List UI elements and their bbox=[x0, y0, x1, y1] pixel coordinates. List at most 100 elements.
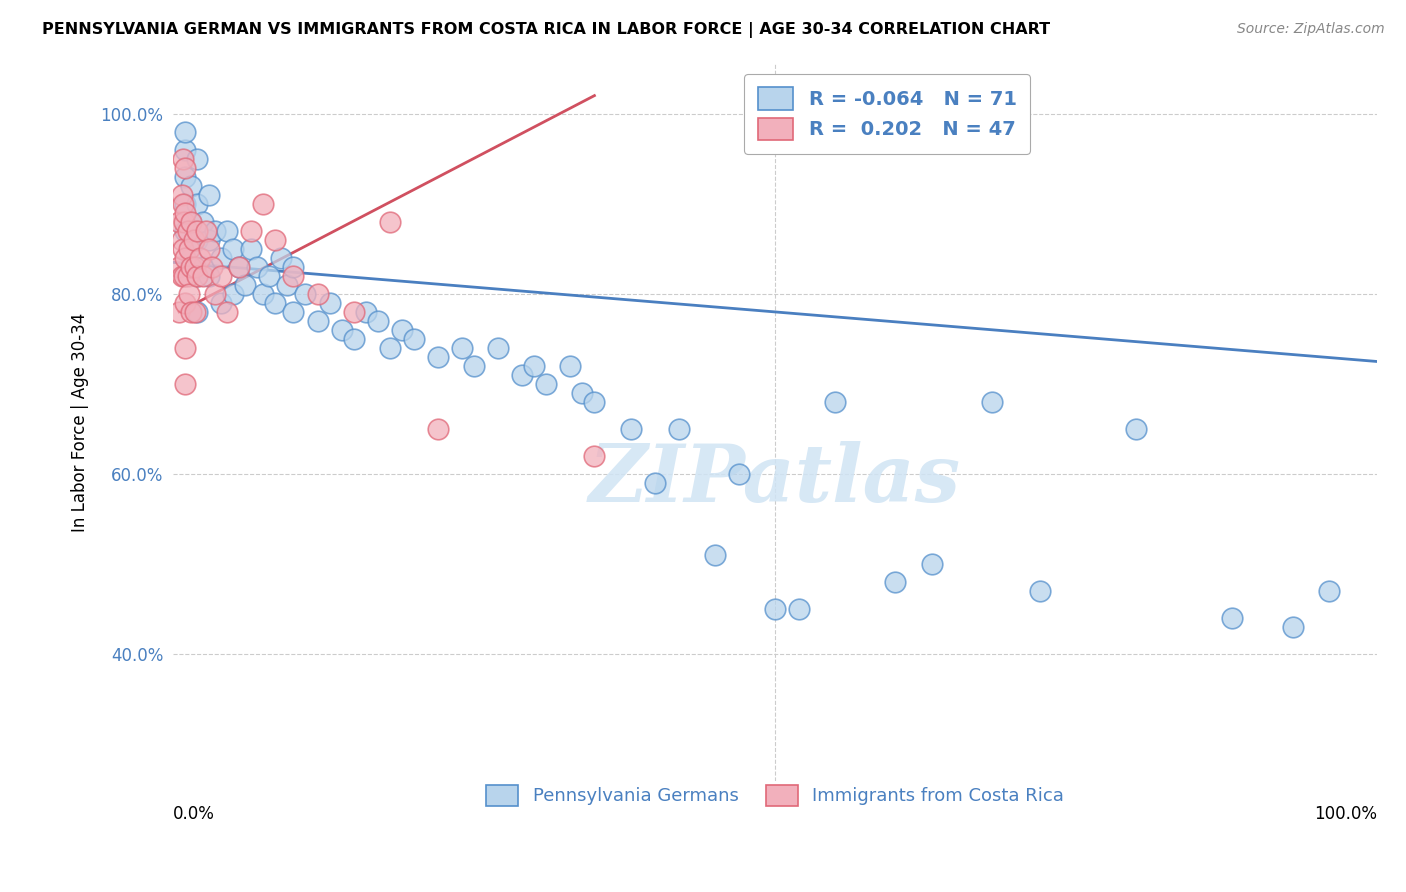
Point bbox=[222, 242, 245, 256]
Point bbox=[198, 242, 221, 256]
Point bbox=[170, 233, 193, 247]
Point bbox=[264, 233, 287, 247]
Point bbox=[186, 196, 208, 211]
Text: ZIPatlas: ZIPatlas bbox=[589, 441, 962, 518]
Point bbox=[536, 377, 558, 392]
Point bbox=[217, 305, 239, 319]
Point bbox=[240, 224, 263, 238]
Point bbox=[1222, 611, 1244, 625]
Point bbox=[426, 422, 449, 436]
Point bbox=[571, 386, 593, 401]
Point bbox=[463, 359, 485, 373]
Point bbox=[378, 215, 401, 229]
Point bbox=[180, 178, 202, 193]
Point bbox=[180, 215, 202, 229]
Point bbox=[318, 296, 340, 310]
Point bbox=[176, 224, 198, 238]
Point bbox=[283, 268, 305, 283]
Point bbox=[184, 260, 207, 274]
Point bbox=[180, 305, 202, 319]
Point bbox=[174, 143, 197, 157]
Point bbox=[619, 422, 641, 436]
Point bbox=[174, 296, 197, 310]
Point bbox=[228, 260, 250, 274]
Point bbox=[198, 268, 221, 283]
Point bbox=[252, 286, 274, 301]
Point bbox=[240, 242, 263, 256]
Point bbox=[307, 286, 329, 301]
Legend: Pennsylvania Germans, Immigrants from Costa Rica: Pennsylvania Germans, Immigrants from Co… bbox=[477, 776, 1073, 814]
Point bbox=[174, 251, 197, 265]
Point bbox=[193, 215, 215, 229]
Point bbox=[200, 260, 222, 274]
Point bbox=[426, 350, 449, 364]
Point bbox=[343, 332, 366, 346]
Point bbox=[1125, 422, 1147, 436]
Point bbox=[177, 286, 200, 301]
Point bbox=[186, 224, 208, 238]
Point bbox=[173, 215, 195, 229]
Point bbox=[270, 251, 292, 265]
Point bbox=[217, 224, 239, 238]
Point bbox=[186, 268, 208, 283]
Point bbox=[167, 260, 190, 274]
Point bbox=[728, 467, 751, 482]
Point bbox=[1029, 584, 1052, 599]
Point bbox=[180, 251, 202, 265]
Point bbox=[188, 251, 211, 265]
Point bbox=[170, 187, 193, 202]
Point bbox=[180, 215, 202, 229]
Point bbox=[173, 268, 195, 283]
Point bbox=[763, 602, 786, 616]
Point bbox=[343, 305, 366, 319]
Point bbox=[193, 260, 215, 274]
Point bbox=[703, 548, 725, 562]
Point bbox=[174, 341, 197, 355]
Point bbox=[174, 169, 197, 184]
Point bbox=[583, 395, 606, 409]
Point bbox=[193, 268, 215, 283]
Point bbox=[222, 286, 245, 301]
Point bbox=[174, 161, 197, 175]
Point bbox=[583, 449, 606, 463]
Point bbox=[186, 305, 208, 319]
Point bbox=[276, 277, 298, 292]
Point bbox=[167, 305, 190, 319]
Point bbox=[294, 286, 316, 301]
Point bbox=[283, 260, 305, 274]
Point bbox=[183, 233, 205, 247]
Point bbox=[184, 305, 207, 319]
Point bbox=[172, 196, 194, 211]
Point bbox=[252, 196, 274, 211]
Point bbox=[194, 224, 217, 238]
Point bbox=[486, 341, 509, 355]
Point bbox=[283, 305, 305, 319]
Text: 0.0%: 0.0% bbox=[173, 805, 215, 823]
Point bbox=[209, 251, 232, 265]
Point bbox=[668, 422, 690, 436]
Point bbox=[921, 558, 943, 572]
Point bbox=[172, 152, 194, 166]
Point bbox=[824, 395, 846, 409]
Point bbox=[167, 215, 190, 229]
Point bbox=[186, 268, 208, 283]
Point bbox=[367, 314, 389, 328]
Point bbox=[307, 314, 329, 328]
Point bbox=[204, 286, 226, 301]
Point bbox=[198, 233, 221, 247]
Point bbox=[172, 242, 194, 256]
Point bbox=[176, 268, 198, 283]
Point bbox=[644, 476, 666, 491]
Point bbox=[198, 187, 221, 202]
Point bbox=[174, 206, 197, 220]
Point bbox=[402, 332, 425, 346]
Point bbox=[177, 242, 200, 256]
Point bbox=[233, 277, 256, 292]
Point bbox=[560, 359, 582, 373]
Y-axis label: In Labor Force | Age 30-34: In Labor Force | Age 30-34 bbox=[72, 313, 89, 532]
Point bbox=[174, 224, 197, 238]
Text: PENNSYLVANIA GERMAN VS IMMIGRANTS FROM COSTA RICA IN LABOR FORCE | AGE 30-34 COR: PENNSYLVANIA GERMAN VS IMMIGRANTS FROM C… bbox=[42, 22, 1050, 38]
Point bbox=[787, 602, 810, 616]
Point bbox=[209, 268, 232, 283]
Point bbox=[264, 296, 287, 310]
